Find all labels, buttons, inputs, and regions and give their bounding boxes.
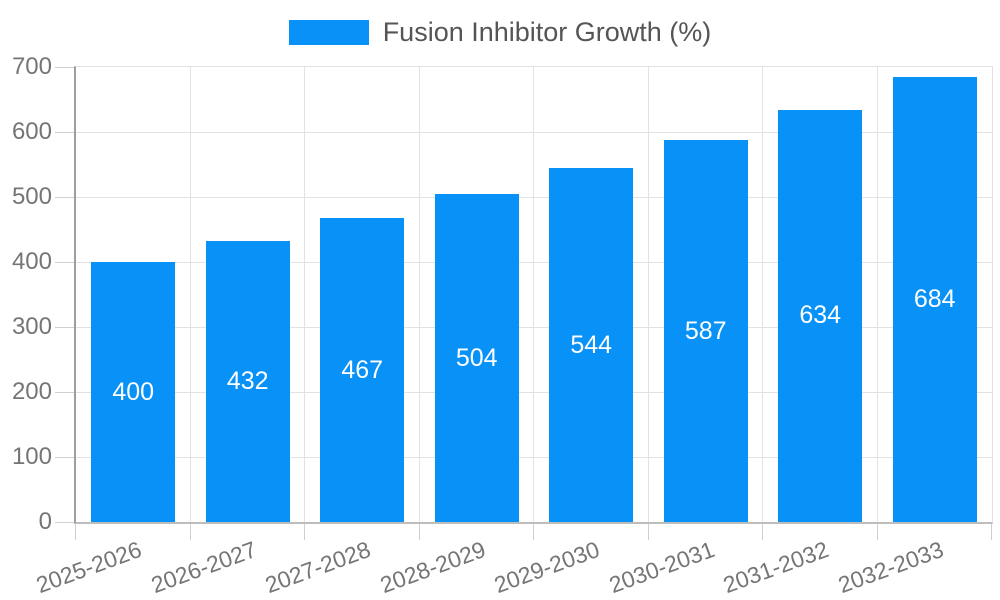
y-tick <box>55 67 74 68</box>
x-axis-label: 2031-2032 <box>719 536 833 599</box>
v-gridline <box>533 67 534 522</box>
v-gridline <box>189 67 191 522</box>
y-tick <box>55 132 74 133</box>
legend-swatch-icon <box>288 20 369 45</box>
y-axis-label: 100 <box>11 443 52 470</box>
x-axis-label: 2032-2033 <box>834 536 947 599</box>
bar[interactable]: 432 <box>205 241 290 522</box>
y-axis-label: 600 <box>11 118 52 145</box>
plot-area: 0 100 200 300 400 500 600 700 400 2025-2026 432 202… <box>12 53 993 598</box>
bar-value-label: 432 <box>226 367 269 396</box>
bar[interactable]: 634 <box>778 109 863 522</box>
bar-value-label: 684 <box>913 285 956 314</box>
y-tick <box>55 262 74 263</box>
h-gridline <box>76 197 992 198</box>
x-tick <box>991 524 992 540</box>
x-tick <box>876 524 878 540</box>
legend-label: Fusion Inhibitor Growth (%) <box>382 17 712 47</box>
y-axis-label: 300 <box>11 313 52 340</box>
v-gridline <box>418 67 420 522</box>
y-axis-label: 0 <box>38 508 52 535</box>
v-gridline <box>647 67 649 522</box>
x-tick <box>533 524 534 540</box>
h-gridline <box>76 132 992 133</box>
h-gridline <box>76 392 992 393</box>
x-tick <box>418 524 420 540</box>
bar-value-label: 634 <box>799 301 842 330</box>
v-gridline <box>304 67 305 522</box>
x-tick <box>647 524 649 540</box>
y-tick <box>55 327 74 328</box>
bar-value-label: 504 <box>455 343 498 372</box>
legend[interactable]: Fusion Inhibitor Growth (%) <box>0 17 1000 48</box>
bar[interactable]: 587 <box>663 140 748 522</box>
x-tick <box>75 524 76 540</box>
x-tick <box>762 524 763 540</box>
v-gridline <box>876 67 878 522</box>
y-axis-label: 500 <box>11 183 52 210</box>
h-gridline <box>76 457 992 458</box>
bar[interactable]: 684 <box>892 77 977 522</box>
x-axis-label: 2027-2028 <box>261 536 375 599</box>
h-gridline <box>76 327 992 328</box>
x-axis-label: 2030-2031 <box>605 536 718 599</box>
x-axis-label: 2028-2029 <box>376 536 489 599</box>
y-tick <box>55 392 74 393</box>
bar[interactable]: 467 <box>320 218 405 522</box>
bar[interactable]: 400 <box>91 262 176 522</box>
x-axis-label: 2025-2026 <box>32 536 146 599</box>
x-axis-label: 2029-2030 <box>490 536 604 599</box>
v-gridline <box>762 67 763 522</box>
bar-value-label: 544 <box>570 330 613 359</box>
x-tick <box>189 524 191 540</box>
bar[interactable]: 544 <box>549 168 634 522</box>
bar-value-label: 467 <box>341 355 384 384</box>
y-tick <box>55 522 74 523</box>
bar-value-label: 587 <box>684 316 727 345</box>
y-tick <box>55 457 74 458</box>
x-axis-label: 2026-2027 <box>147 536 260 599</box>
bar-value-label: 400 <box>112 377 155 406</box>
h-gridline <box>76 262 992 263</box>
bar[interactable]: 504 <box>434 194 519 522</box>
y-axis-label: 200 <box>11 378 52 405</box>
y-tick <box>55 197 74 198</box>
y-axis-label: 400 <box>11 248 52 275</box>
x-tick <box>304 524 305 540</box>
y-axis-label: 700 <box>11 53 52 80</box>
